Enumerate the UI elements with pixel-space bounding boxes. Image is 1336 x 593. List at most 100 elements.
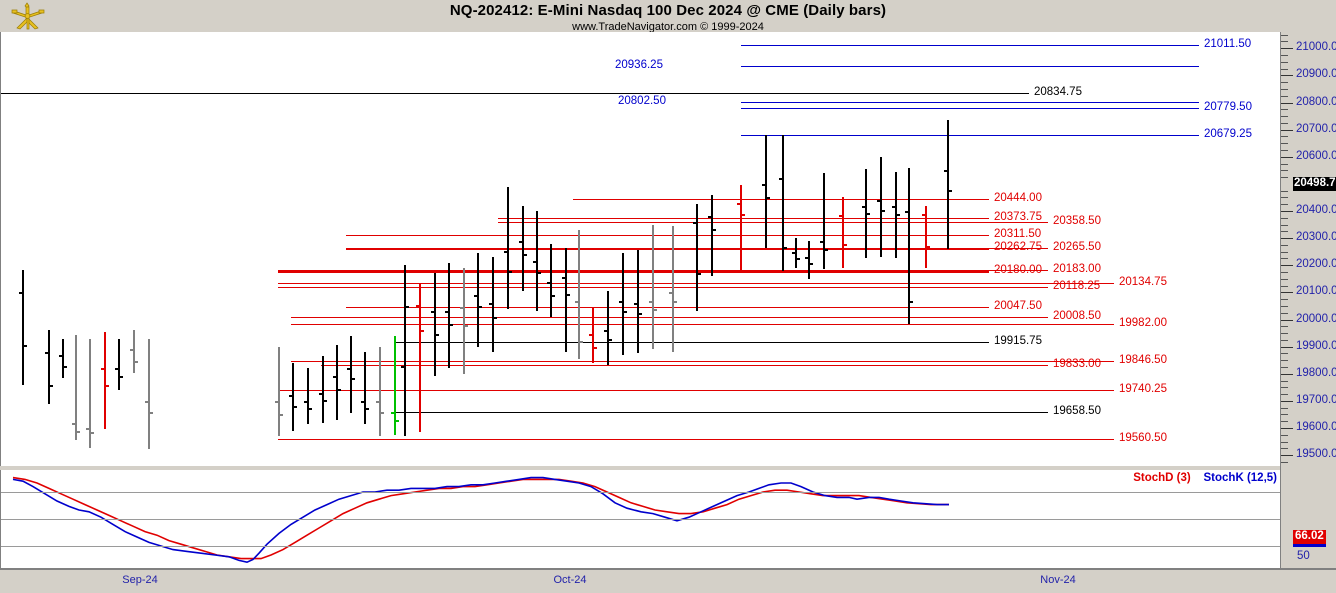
bar-open-tick [737, 202, 741, 205]
axis-major-tick [1281, 428, 1293, 430]
axis-minor-tick [1281, 55, 1288, 57]
bar-open-tick [101, 368, 105, 371]
level-label: 20180.00 [994, 263, 1042, 276]
axis-minor-tick [1281, 163, 1288, 165]
price-bar [619, 253, 628, 355]
level-label: 20008.50 [1053, 310, 1101, 323]
bar-open-tick [562, 277, 566, 280]
axis-minor-tick [1281, 244, 1288, 246]
axis-minor-tick [1281, 461, 1288, 463]
level-line [291, 361, 1114, 363]
stochastic-pane[interactable]: StochD (3) StochK (12,5) [0, 470, 1281, 568]
level-label: 20802.50 [618, 94, 666, 107]
axis-minor-tick [1281, 353, 1288, 355]
axis-minor-tick [1281, 251, 1288, 253]
bar-stem [765, 135, 767, 248]
bar-stem [550, 243, 552, 317]
bar-open-tick [862, 205, 866, 208]
level-line [291, 317, 1048, 319]
axis-minor-tick [1281, 326, 1288, 328]
bar-close-tick [351, 377, 355, 380]
axis-minor-tick [1281, 68, 1288, 70]
bar-close-tick [380, 411, 384, 414]
price-chart-pane[interactable]: 21011.50 20936.25 20834.75 20802.50 20779.50… [0, 32, 1281, 466]
axis-price-label: 20800.0 [1296, 95, 1336, 108]
bar-close-tick [881, 209, 885, 212]
level-label: 20679.25 [1204, 128, 1252, 141]
price-bar [533, 211, 542, 312]
axis-price-label: 19800.0 [1296, 366, 1336, 379]
axis-minor-tick [1281, 41, 1288, 43]
axis-minor-tick [1281, 204, 1288, 206]
bar-close-tick [896, 213, 900, 216]
bar-close-tick [712, 229, 716, 232]
bar-close-tick [623, 310, 627, 313]
stochastic-gridline [1, 546, 1281, 547]
date-axis[interactable]: Sep-24 Oct-24 Nov-24 [0, 568, 1336, 593]
bar-stem [536, 211, 538, 312]
bar-close-tick [523, 254, 527, 257]
axis-price-label: 20000.0 [1296, 312, 1336, 325]
bar-stem [278, 346, 280, 437]
bar-open-tick [547, 281, 551, 284]
axis-minor-tick [1281, 122, 1288, 124]
price-bar [86, 338, 95, 449]
price-bar [519, 205, 528, 292]
bar-close-tick [63, 365, 67, 368]
bar-open-tick [762, 183, 766, 186]
price-axis[interactable]: 21000.0 20900.0 20800.0 20700.0 20600.0 20400… [1280, 32, 1336, 568]
bar-stem [89, 338, 91, 449]
bar-stem [419, 284, 421, 433]
price-bar [376, 346, 385, 437]
axis-major-tick [1281, 373, 1293, 375]
axis-minor-tick [1281, 299, 1288, 301]
level-label: 20358.50 [1053, 215, 1101, 228]
level-line [346, 306, 989, 308]
bar-open-tick [944, 170, 948, 173]
bar-stem [62, 338, 64, 378]
bar-stem [434, 272, 436, 377]
bar-stem [307, 368, 309, 424]
axis-major-tick [1281, 265, 1293, 267]
level-label: 20262.75 [994, 241, 1042, 254]
bar-close-tick [49, 384, 53, 387]
bar-stem [448, 262, 450, 369]
bar-open-tick [431, 311, 435, 314]
bar-close-tick [337, 388, 341, 391]
bar-stem [711, 194, 713, 277]
level-label: 20047.50 [994, 299, 1042, 312]
price-bar [445, 262, 454, 369]
axis-minor-tick [1281, 387, 1288, 389]
level-line [498, 218, 989, 220]
price-bar [820, 173, 829, 270]
bar-close-tick [23, 345, 27, 348]
bar-stem [947, 120, 949, 249]
axis-price-label: 19700.0 [1296, 393, 1336, 406]
price-bar [401, 265, 410, 437]
bar-close-tick [420, 330, 424, 333]
bar-close-tick [766, 197, 770, 200]
bar-open-tick [619, 300, 623, 303]
date-label: Oct-24 [553, 574, 587, 586]
bar-stem [118, 338, 120, 391]
bar-stem [463, 267, 465, 374]
axis-major-tick [1281, 75, 1293, 77]
level-line [346, 235, 989, 237]
price-bar [634, 250, 643, 353]
price-bar [19, 269, 28, 385]
axis-minor-tick [1281, 305, 1288, 307]
price-bar [101, 331, 110, 430]
bar-close-tick [449, 323, 453, 326]
axis-minor-tick [1281, 421, 1288, 423]
price-bar [489, 257, 498, 353]
level-line [741, 45, 1199, 47]
axis-price-label: 20100.0 [1296, 285, 1336, 298]
price-bar [649, 224, 658, 350]
bar-stem [880, 156, 882, 258]
bar-close-tick [579, 341, 583, 344]
bar-close-tick [843, 243, 847, 246]
bar-open-tick [391, 411, 395, 414]
level-label: 19982.00 [1119, 317, 1167, 330]
bar-open-tick [319, 392, 323, 395]
